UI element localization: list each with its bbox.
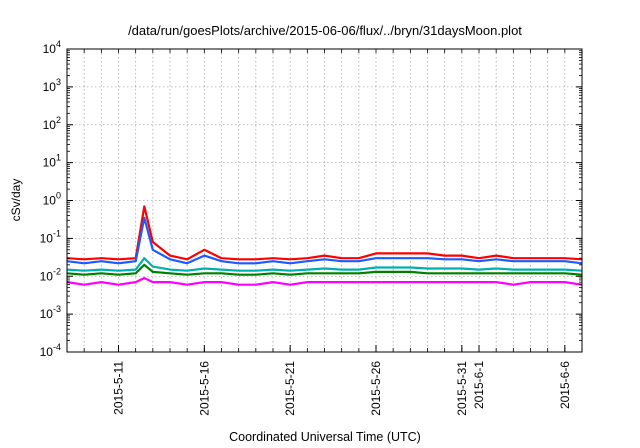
- x-tick-label: 2015-5-31: [455, 361, 469, 416]
- y-tick-label: 104: [43, 39, 61, 56]
- series-line-2: [66, 216, 583, 265]
- series-line-1: [66, 205, 583, 261]
- x-tick-label: 2015-6-6: [558, 361, 572, 409]
- x-tick-label: 2015-5-16: [197, 361, 211, 416]
- series-line-5: [66, 276, 583, 286]
- y-tick-label: 10-3: [40, 304, 61, 321]
- x-tick-label: 2015-5-11: [112, 361, 126, 415]
- y-axis-label: cSv/day: [9, 179, 23, 222]
- x-tick-label: 2015-5-26: [369, 361, 383, 416]
- series-line-4: [66, 263, 583, 276]
- chart-title: /data/run/goesPlots/archive/2015-06-06/f…: [128, 23, 522, 38]
- y-tick-label: 102: [43, 115, 61, 132]
- y-tick-label: 100: [43, 191, 61, 208]
- y-tick-label: 10-2: [40, 266, 61, 283]
- x-ticks: 2015-5-11 2015-5-16 2015-5-21 2015-5-26 2015…: [83, 49, 572, 416]
- series-lines: [66, 205, 583, 286]
- y-ticks: 10-4 10-3 10-2 10-1 100 101 102 103 104: [40, 39, 582, 359]
- y-tick-label: 101: [43, 153, 61, 170]
- x-tick-label: 2015-5-21: [283, 361, 297, 416]
- y-tick-label: 103: [43, 77, 61, 94]
- x-tick-label: 2015-6-1: [472, 361, 486, 409]
- grid: [67, 49, 582, 352]
- y-tick-label: 10-4: [40, 342, 61, 359]
- y-tick-label: 10-1: [40, 228, 61, 245]
- series-line-3: [66, 257, 583, 272]
- x-axis-label: Coordinated Universal Time (UTC): [229, 430, 421, 444]
